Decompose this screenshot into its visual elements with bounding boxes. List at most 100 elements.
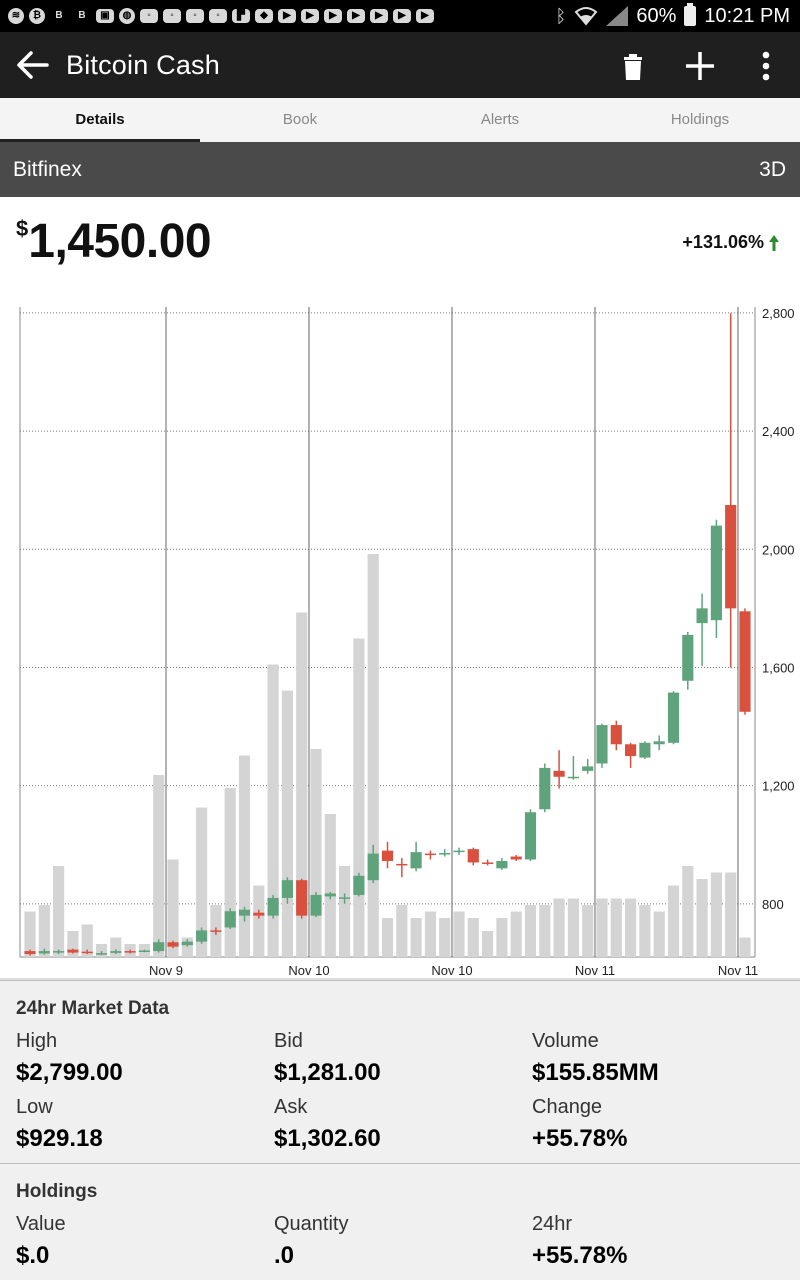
range-selector[interactable]: 3D: [759, 158, 786, 181]
page-title: Bitcoin Cash: [66, 50, 220, 80]
market-high-value: $2,799.00: [16, 1059, 123, 1086]
volume-bar: [267, 664, 279, 957]
candle-body: [567, 776, 579, 779]
volume-bar: [482, 931, 494, 957]
candle-body: [210, 930, 222, 932]
battery-percent: 60%: [636, 4, 677, 27]
market-volume-value: $155.85MM: [532, 1059, 659, 1086]
holdings-quantity-amount: .0: [274, 1242, 295, 1269]
tab-alerts[interactable]: Alerts: [480, 111, 520, 128]
add-button[interactable]: [680, 46, 720, 86]
candle-body: [153, 942, 165, 952]
y-tick-label: 1,600: [762, 660, 795, 675]
volume-bar: [639, 905, 651, 957]
volume-bar: [524, 905, 537, 957]
tab-book[interactable]: Book: [282, 111, 318, 128]
volume-bar: [310, 749, 322, 957]
volume-bar: [410, 918, 422, 957]
volume-bar: [253, 885, 265, 957]
holdings-value: Value $.0: [16, 1213, 66, 1270]
volume-bar: [167, 859, 179, 957]
candle-body: [339, 897, 351, 899]
volume-bar: [596, 898, 608, 957]
candle-body: [296, 880, 308, 916]
youtube-icon: ▶: [278, 9, 296, 23]
volume-bar: [24, 911, 36, 957]
y-tick-label: 2,000: [762, 542, 795, 557]
candle-body: [539, 767, 551, 810]
price-change-value: +131.06%: [682, 232, 764, 252]
tab-bar: Details Book Alerts Holdings: [0, 98, 800, 142]
market-ask-label: Ask: [274, 1096, 308, 1118]
holdings-title: Holdings: [16, 1181, 98, 1202]
y-tick-label: 1,200: [762, 779, 795, 794]
volume-bar: [396, 905, 408, 957]
gamepad-icon: ◦: [163, 9, 181, 23]
volume-bar: [667, 885, 680, 957]
volume-bar: [582, 905, 594, 957]
candle-body: [424, 853, 436, 856]
exchange-bar: Bitfinex 3D: [0, 142, 800, 197]
holdings-24hr-label: 24hr: [532, 1213, 573, 1235]
market-volume-label: Volume: [532, 1030, 599, 1052]
price-chart[interactable]: 800 1,200 1,600 2,000 2,400 2,800 Nov 9 Nov 10 N…: [0, 295, 800, 980]
candle-body: [310, 894, 322, 916]
market-volume: Volume $155.85MM: [532, 1030, 659, 1087]
back-button[interactable]: [16, 49, 50, 81]
tab-holdings[interactable]: Holdings: [670, 111, 730, 128]
candle-body: [439, 853, 451, 855]
bitcoin-circle-icon: ₿: [29, 8, 45, 24]
gamepad-icon: ◦: [186, 9, 204, 23]
market-high: High $2,799.00: [16, 1030, 123, 1087]
market-ask: Ask $1,302.60: [274, 1096, 381, 1153]
candle-body: [253, 912, 265, 916]
volume-bar: [353, 638, 365, 957]
holdings-quantity: Quantity .0: [274, 1213, 348, 1270]
bluetooth-icon: ᛒ: [555, 5, 567, 26]
holdings-section: Holdings Value $.0 Quantity .0 24hr +55.…: [0, 1163, 800, 1280]
holdings-value-amount: $.0: [16, 1242, 50, 1269]
volume-bar: [281, 690, 293, 957]
tab-details[interactable]: Details: [0, 98, 200, 142]
volume-bar: [682, 866, 694, 957]
delete-button[interactable]: [613, 46, 653, 86]
y-tick-label: 2,400: [762, 424, 795, 439]
image-icon: ▣: [96, 9, 114, 23]
more-options-button[interactable]: [746, 46, 786, 86]
candle-body: [38, 951, 50, 954]
candle-body: [24, 951, 36, 955]
exchange-selector[interactable]: Bitfinex: [13, 158, 82, 181]
arrow-left-icon: [17, 51, 49, 79]
candle-body: [467, 849, 479, 863]
more-vert-icon: [762, 51, 770, 81]
volume-bar: [696, 879, 708, 957]
candle-body: [410, 852, 422, 869]
ticket-icon: ◆: [255, 9, 273, 23]
x-tick-label: Nov 11: [575, 963, 615, 978]
volume-bar: [224, 788, 236, 957]
market-high-label: High: [16, 1030, 58, 1052]
volume-bar: [610, 898, 622, 957]
plus-icon: [686, 52, 714, 80]
market-low-value: $929.18: [16, 1125, 103, 1152]
candle-body: [138, 950, 150, 952]
y-tick-label: 2,800: [762, 306, 795, 321]
candle-body: [739, 611, 751, 712]
volume-bar: [453, 911, 465, 957]
volume-bar: [424, 911, 436, 957]
currency-symbol: $: [16, 216, 29, 241]
trash-icon: [624, 54, 642, 80]
status-bar: ≋ ₿ B B ▣ ◍ ◦ ◦ ◦ ◦ ▛ ◆ ▶ ▶ ▶ ▶ ▶ ▶ ▶ ᛒ …: [0, 0, 800, 32]
volume-bar: [381, 918, 394, 957]
candle-body: [696, 608, 708, 624]
candle-body: [324, 893, 336, 897]
holdings-24hr-amount: +55.78%: [532, 1242, 628, 1269]
x-tick-label: Nov 11: [718, 963, 758, 978]
market-low-label: Low: [16, 1096, 53, 1118]
volume-bar: [439, 918, 451, 957]
app-bar: Bitcoin Cash: [0, 32, 800, 98]
candle-body: [682, 634, 694, 681]
candle-body: [524, 812, 537, 860]
volume-bar: [625, 898, 637, 957]
candle-body: [224, 911, 236, 928]
